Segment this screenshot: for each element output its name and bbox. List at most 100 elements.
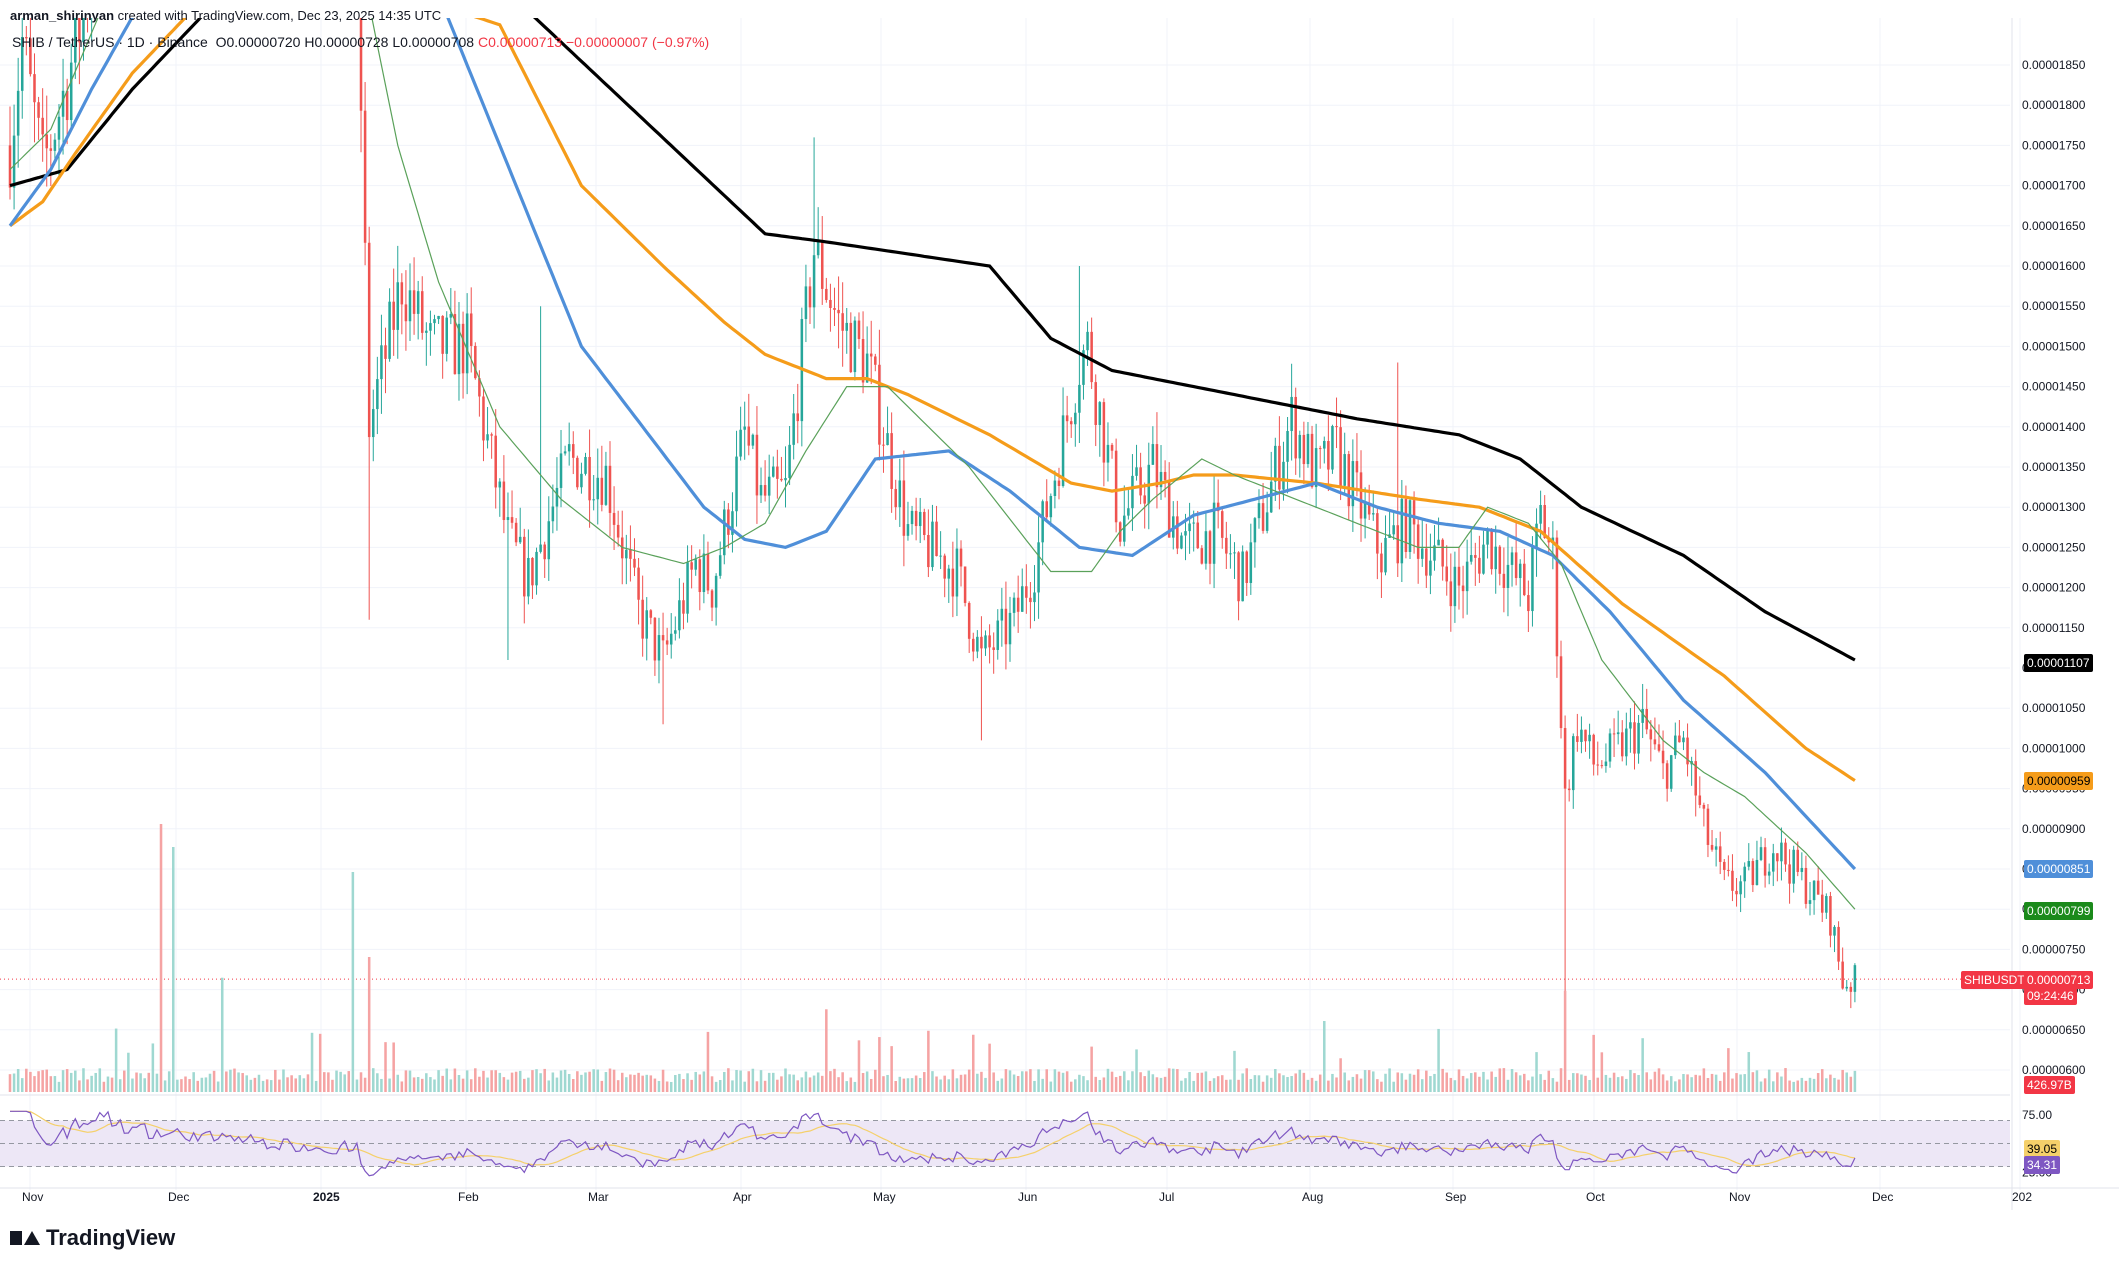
volume-bar bbox=[1551, 1078, 1555, 1092]
candle-body bbox=[747, 426, 751, 446]
candle-body bbox=[388, 301, 391, 359]
candle-body bbox=[1453, 566, 1457, 607]
candle-body bbox=[1514, 552, 1518, 579]
volume-bar bbox=[1608, 1077, 1612, 1092]
candle-body bbox=[1065, 415, 1069, 422]
volume-bar bbox=[1596, 1077, 1600, 1092]
candle-body bbox=[804, 286, 808, 320]
volume-bar bbox=[143, 1078, 146, 1092]
candle-body bbox=[731, 511, 734, 535]
volume-bar bbox=[1718, 1080, 1722, 1092]
volume-bar bbox=[735, 1069, 738, 1092]
time-axis-tick: 202 bbox=[2012, 1190, 2032, 1204]
volume-bar bbox=[539, 1073, 542, 1092]
volume-bar bbox=[204, 1077, 208, 1092]
candle-body bbox=[490, 434, 493, 436]
candle-body bbox=[1474, 555, 1477, 558]
candle-body bbox=[563, 451, 567, 454]
volume-bar bbox=[804, 1071, 808, 1092]
time-axis-tick: Oct bbox=[1586, 1190, 1605, 1204]
volume-bar bbox=[29, 1071, 32, 1092]
volume-bar bbox=[555, 1077, 559, 1092]
volume-bar bbox=[220, 977, 224, 1092]
volume-bar bbox=[98, 1068, 102, 1092]
volume-bar bbox=[939, 1079, 942, 1092]
volume-bar bbox=[1253, 1075, 1257, 1092]
candle-body bbox=[543, 544, 546, 560]
volume-bar bbox=[812, 1075, 816, 1092]
volume-bar bbox=[1543, 1079, 1546, 1092]
volume-bar bbox=[1098, 1079, 1102, 1092]
volume-bar bbox=[241, 1073, 244, 1092]
volume-bar bbox=[1192, 1080, 1195, 1092]
price-axis-tick: 0.00001150 bbox=[2022, 621, 2085, 635]
tradingview-logo-icon bbox=[10, 1229, 40, 1247]
volume-bar bbox=[502, 1077, 506, 1092]
candle-body bbox=[396, 282, 400, 330]
symbol-name[interactable]: SHIB / TetherUS · 1D · Binance bbox=[12, 34, 208, 50]
candle-body bbox=[376, 379, 379, 410]
candle-body bbox=[963, 566, 967, 603]
volume-bar bbox=[596, 1069, 600, 1092]
volume-bar bbox=[906, 1078, 910, 1092]
volume-bar bbox=[1302, 1072, 1306, 1092]
volume-bar bbox=[976, 1073, 979, 1092]
candle-body bbox=[592, 499, 595, 501]
candle-body bbox=[1090, 331, 1093, 383]
candle-body bbox=[1029, 597, 1032, 603]
candle-body bbox=[16, 90, 20, 136]
volume-bar bbox=[1592, 1034, 1595, 1092]
price-axis-tick: 0.00001750 bbox=[2022, 138, 2086, 152]
candle-body bbox=[1359, 472, 1363, 519]
volume-bar bbox=[1008, 1070, 1012, 1092]
volume-bar bbox=[845, 1081, 848, 1092]
volume-bar bbox=[886, 1074, 889, 1092]
candle-body bbox=[808, 286, 812, 308]
candle-body bbox=[514, 522, 518, 543]
volume-bar bbox=[861, 1072, 865, 1092]
candle-body bbox=[1229, 553, 1232, 555]
volume-bar bbox=[327, 1072, 330, 1092]
volume-bar bbox=[1555, 1081, 1559, 1092]
volume-bar bbox=[882, 1076, 885, 1092]
low-value: L0.00000708 bbox=[392, 34, 475, 50]
volume-bar bbox=[718, 1080, 722, 1092]
candle-body bbox=[535, 551, 538, 586]
volume-bar bbox=[384, 1042, 387, 1092]
volume-bar bbox=[1061, 1072, 1065, 1092]
volume-bar bbox=[94, 1072, 97, 1092]
candle-body bbox=[943, 555, 946, 579]
volume-bar bbox=[367, 957, 371, 1092]
candle-body bbox=[1000, 608, 1004, 621]
candle-body bbox=[682, 600, 685, 614]
volume-bar bbox=[1808, 1077, 1812, 1092]
volume-bar bbox=[1604, 1074, 1608, 1092]
volume-bar bbox=[1482, 1071, 1485, 1092]
time-axis-tick: Dec bbox=[168, 1190, 189, 1204]
candle-body bbox=[674, 630, 677, 634]
volume-bar bbox=[714, 1081, 718, 1092]
candle-body bbox=[8, 145, 12, 188]
candle-body bbox=[1384, 537, 1387, 573]
volume-bar bbox=[396, 1074, 400, 1092]
volume-bar bbox=[180, 1079, 183, 1092]
volume-bar bbox=[1674, 1081, 1677, 1092]
candle-body bbox=[1551, 537, 1555, 543]
volume-bar bbox=[1347, 1080, 1351, 1092]
volume-bar bbox=[1041, 1078, 1044, 1092]
volume-bar bbox=[780, 1076, 783, 1092]
candle-body bbox=[425, 330, 428, 333]
candle-body bbox=[1678, 735, 1681, 743]
volume-bar bbox=[1490, 1071, 1493, 1092]
volume-bar bbox=[1131, 1071, 1134, 1092]
time-axis-tick: Jun bbox=[1018, 1190, 1037, 1204]
candle-body bbox=[1086, 331, 1089, 351]
volume-bar bbox=[33, 1076, 36, 1092]
volume-bar bbox=[1176, 1069, 1179, 1092]
candle-body bbox=[1367, 503, 1371, 515]
time-axis-tick: Dec bbox=[1872, 1190, 1893, 1204]
volume-bar bbox=[25, 1068, 28, 1092]
volume-bar bbox=[53, 1076, 57, 1092]
candle-body bbox=[420, 291, 424, 333]
